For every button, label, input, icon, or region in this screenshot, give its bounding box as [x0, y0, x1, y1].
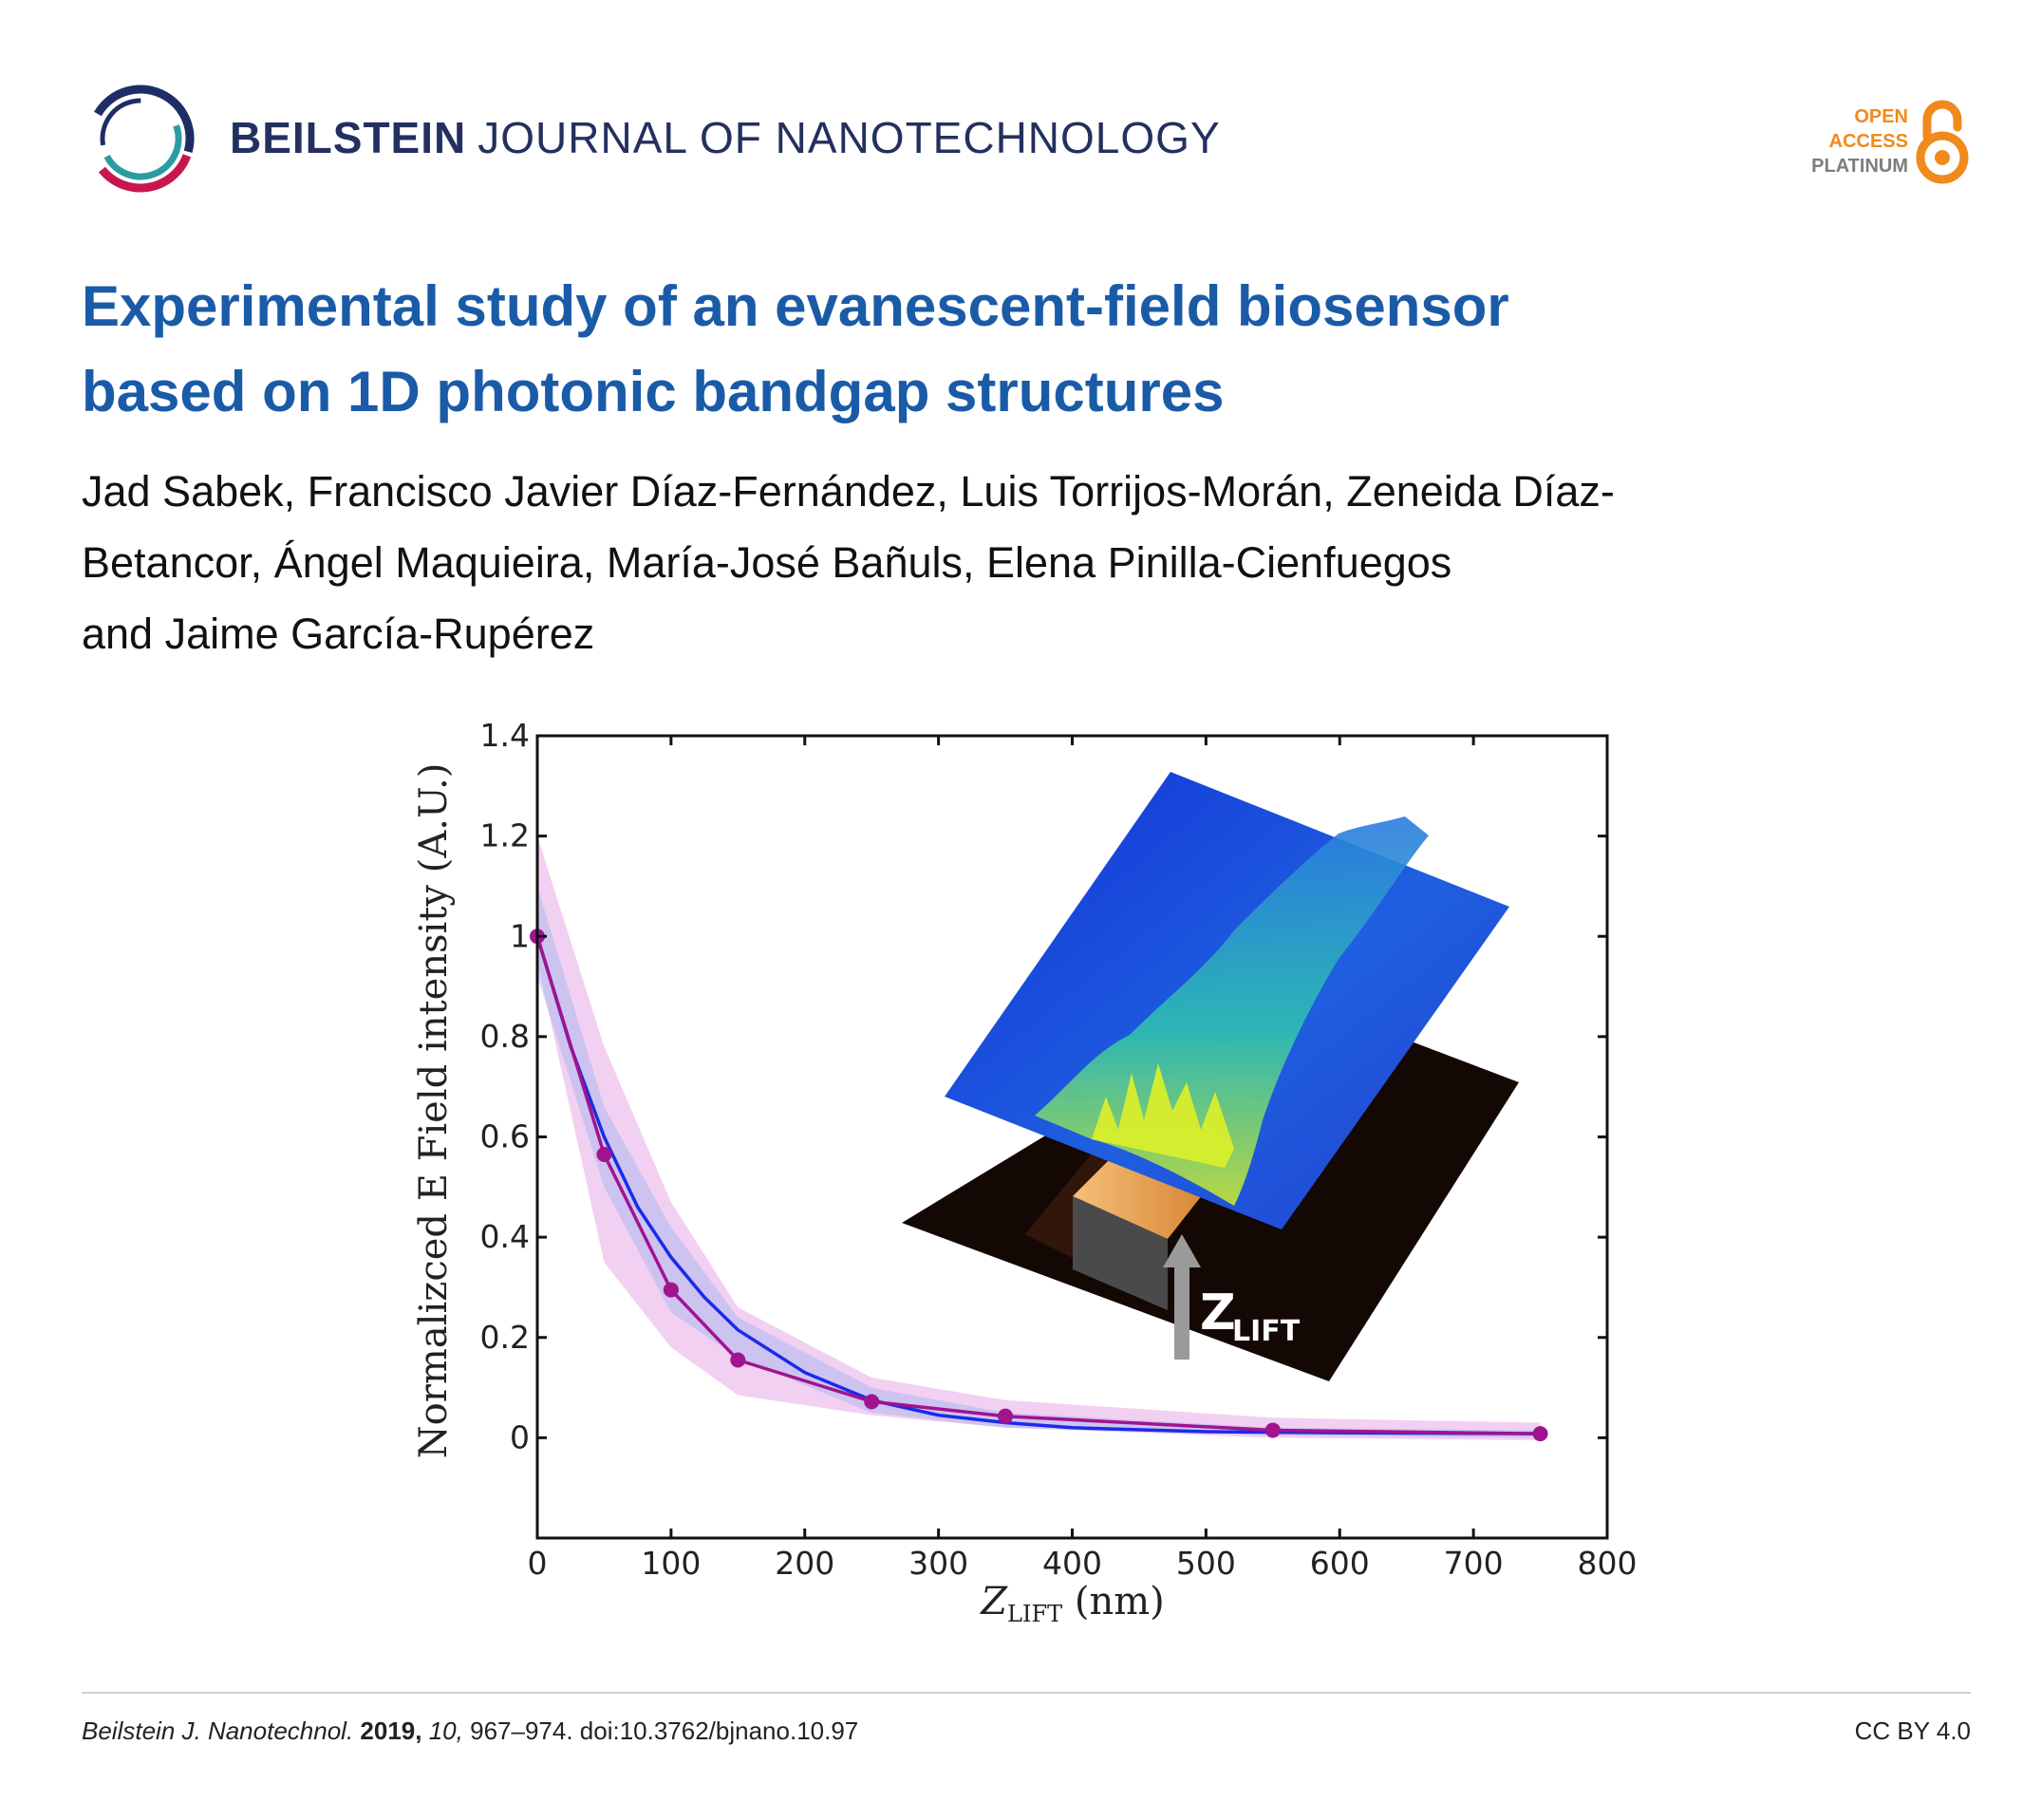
journal-header: BEILSTEIN JOURNAL OF NANOTECHNOLOGY OPEN … [82, 80, 1971, 203]
authors-line-1: Jad Sabek, Francisco Javier Díaz-Fernánd… [82, 467, 1615, 516]
graphical-abstract-chart: Normalizced E Field intensity (A.U.) Z L… [412, 722, 1638, 1627]
data-point [998, 1408, 1014, 1424]
y-axis-label-group: Normalizced E Field intensity (A.U.) [412, 763, 456, 1459]
authors-line-2: Betancor, Ángel Maquieira, María-José Ba… [82, 538, 1452, 587]
journal-name: BEILSTEIN JOURNAL OF NANOTECHNOLOGY [230, 112, 1221, 163]
footer-divider [82, 1692, 1971, 1694]
oa-line-access: ACCESS [1828, 131, 1908, 152]
x-tick-label: 800 [1578, 1545, 1638, 1582]
citation-footer: Beilstein J. Nanotechnol. 2019, 10, 967–… [82, 1717, 1971, 1746]
journal-name-rest: JOURNAL OF NANOTECHNOLOGY [477, 113, 1221, 162]
plot-area [530, 835, 1548, 1442]
x-axis-label-main: Z [979, 1580, 1008, 1623]
x-tick-label: 500 [1176, 1545, 1236, 1582]
svg-text:ZLIFT (nm): ZLIFT (nm) [979, 1580, 1165, 1627]
oa-line-open: OPEN [1854, 106, 1908, 127]
y-tick-label: 0 [510, 1418, 530, 1455]
x-tick-label: 100 [641, 1545, 701, 1582]
y-tick-label: 1.4 [480, 722, 530, 754]
beilstein-logo-icon [86, 84, 195, 193]
open-access-lock-icon [1916, 100, 1969, 184]
footer-journal-abbr: Beilstein J. Nanotechnol. [82, 1717, 354, 1745]
x-tick-label: 400 [1042, 1545, 1102, 1582]
axis-ticks: 0 100 200 300 400 500 600 700 800 0 0.2 0.4 0.6 0.8 1 1… [480, 722, 1638, 1582]
x-tick-label: 300 [908, 1545, 968, 1582]
data-point [1264, 1422, 1281, 1438]
footer-pages-doi: 967–974. doi:10.3762/bjnano.10.97 [470, 1717, 859, 1745]
journal-name-bold: BEILSTEIN [230, 113, 467, 162]
inset-image: Z LIFT [902, 772, 1519, 1381]
x-tick-label: 600 [1310, 1545, 1370, 1582]
y-tick-label: 0.6 [480, 1118, 530, 1155]
title-line-1: Experimental study of an evanescent-fiel… [82, 274, 1509, 338]
title-line-2: based on 1D photonic bandgap structures [82, 360, 1225, 423]
y-tick-label: 1.2 [480, 817, 530, 854]
x-tick-label: 200 [775, 1545, 834, 1582]
inset-zlift-arrow-head [1163, 1234, 1201, 1267]
inset-zlift-label-sub: LIFT [1232, 1315, 1301, 1348]
x-axis-label-unit: (nm) [1062, 1580, 1165, 1623]
measured-data-line [535, 935, 1541, 1435]
oa-line-platinum: PLATINUM [1811, 156, 1908, 177]
inset-waveguide-block-side [1073, 1196, 1168, 1310]
article-title: Experimental study of an evanescent-fiel… [82, 264, 1933, 435]
data-point [663, 1282, 679, 1298]
y-tick-label: 0.2 [480, 1319, 530, 1356]
data-point [730, 1352, 746, 1368]
y-tick-label: 1 [510, 917, 530, 954]
x-tick-label: 700 [1444, 1545, 1504, 1582]
fit-curve-line [535, 935, 1541, 1435]
data-point [596, 1146, 612, 1162]
inset-field-peaks [1092, 1063, 1234, 1168]
y-tick-label: 0.8 [480, 1018, 530, 1055]
inset-zlift-label-main: Z [1200, 1285, 1236, 1342]
x-axis-label: ZLIFT (nm) [979, 1580, 1165, 1627]
authors-line-3: and Jaime García-Rupérez [82, 610, 595, 658]
footer-license: CC BY 4.0 [1854, 1717, 1971, 1745]
data-point [864, 1394, 880, 1410]
y-axis-label: Normalizced E Field intensity (A.U.) [412, 763, 456, 1459]
y-tick-label: 0.4 [480, 1218, 530, 1255]
x-axis-label-sub: LIFT [1007, 1601, 1062, 1627]
author-list: Jad Sabek, Francisco Javier Díaz-Fernánd… [82, 456, 1933, 669]
footer-volume: 10, [428, 1717, 463, 1745]
open-access-badge: OPEN ACCESS PLATINUM [1790, 95, 1971, 190]
data-point [1532, 1426, 1548, 1442]
footer-year: 2019, [360, 1717, 422, 1745]
x-tick-label: 0 [528, 1545, 548, 1582]
